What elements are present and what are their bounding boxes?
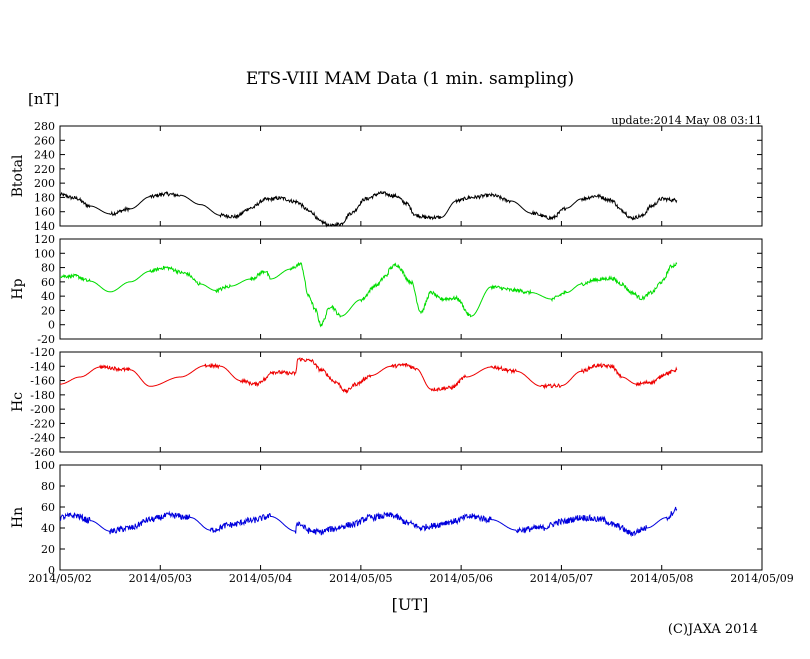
y-tick-label: 60: [41, 276, 55, 289]
y-tick-label: 80: [41, 480, 55, 493]
y-tick-label: 40: [41, 290, 55, 303]
panel-label-btotal: Btotal: [10, 154, 26, 197]
panel-frame: [59, 238, 763, 340]
y-tick-label: 20: [41, 304, 55, 317]
panel-label-hp: Hp: [10, 278, 26, 299]
x-tick-label: 2014/05/03: [129, 572, 192, 585]
y-tick-label: -180: [30, 389, 55, 402]
series-line-hn: [59, 506, 678, 538]
y-tick-label: -220: [30, 417, 55, 430]
series-line-btotal: [59, 190, 678, 228]
y-tick-label: -240: [30, 432, 55, 445]
y-tick-label: -160: [30, 375, 55, 388]
chart-title: ETS-VIII MAM Data (1 min. sampling): [246, 69, 574, 89]
y-tick-label: 0: [48, 564, 55, 577]
y-tick-label: 40: [41, 522, 55, 535]
x-tick-label: 2014/05/09: [730, 572, 793, 585]
copyright-text: (C)JAXA 2014: [668, 622, 758, 637]
y-tick-label: -260: [30, 446, 55, 459]
x-tick-label: 2014/05/02: [28, 572, 91, 585]
y-tick-label: -120: [30, 346, 55, 359]
x-tick-label: 2014/05/05: [329, 572, 392, 585]
x-axis-label: [UT]: [392, 595, 429, 614]
panel-label-hn: Hn: [10, 507, 26, 528]
y-tick-label: 200: [34, 177, 55, 190]
x-tick-labels: 2014/05/02 2014/05/03 2014/05/04 2014/05/05…: [28, 572, 793, 585]
series-line-hp: [59, 261, 678, 328]
panel-frame: [59, 464, 763, 571]
panel-frame: [59, 351, 763, 453]
panel-label-hc: Hc: [10, 392, 26, 412]
panels-group: 280260240220200180160140Btotal1201008060…: [10, 120, 763, 577]
y-tick-label: 280: [34, 120, 55, 133]
y-tick-label: 180: [34, 191, 55, 204]
x-tick-label: 2014/05/08: [630, 572, 693, 585]
unit-label: [nT]: [28, 90, 59, 108]
y-tick-label: 100: [34, 459, 55, 472]
x-tick-label: 2014/05/07: [530, 572, 593, 585]
panel-hn: 100 80 60 40 20 0 Hn: [10, 459, 763, 577]
y-tick-label: 0: [48, 319, 55, 332]
y-tick-label: 140: [34, 220, 55, 233]
y-tick-label: 100: [34, 247, 55, 260]
y-tick-label: 160: [34, 206, 55, 219]
y-tick-label: 120: [34, 233, 55, 246]
x-tick-label: 2014/05/04: [229, 572, 292, 585]
y-tick-label: -140: [30, 360, 55, 373]
x-tick-label: 2014/05/06: [429, 572, 492, 585]
y-tick-label: 60: [41, 501, 55, 514]
panel-hc: -120-140 -160-180-200-220 -240-260 Hc: [10, 346, 763, 459]
y-tick-label: 220: [34, 163, 55, 176]
y-tick-label: 240: [34, 149, 55, 162]
series-line-hc: [60, 357, 678, 394]
update-stamp: update:2014 May 08 03:11: [611, 114, 762, 127]
y-tick-label: 80: [41, 262, 55, 275]
y-tick-label: 20: [41, 543, 55, 556]
y-tick-label: -20: [37, 333, 55, 346]
y-tick-label: 260: [34, 134, 55, 147]
panel-frame: [59, 125, 763, 227]
y-tick-label: -200: [30, 403, 55, 416]
